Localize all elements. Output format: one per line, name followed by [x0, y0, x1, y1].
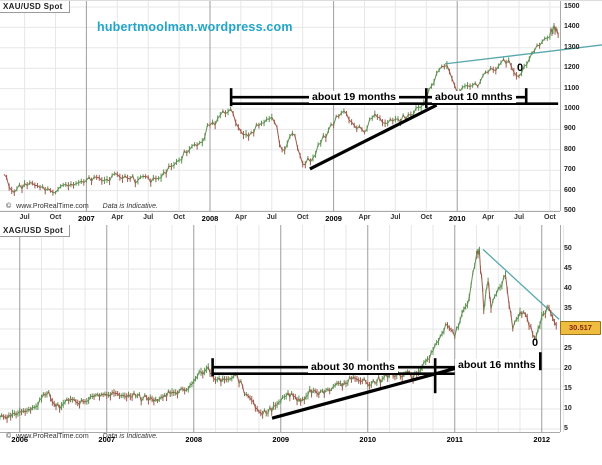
- y-tick-label: 700: [564, 166, 576, 173]
- x-tick-label: Jul: [261, 214, 283, 221]
- x-tick-label: 2009: [323, 214, 345, 223]
- y-tick-label: 15: [564, 385, 572, 392]
- gold-zero-marker: 0: [517, 62, 523, 74]
- x-tick-label: Oct: [292, 214, 314, 221]
- gold-span1-label: about 19 months: [309, 91, 399, 103]
- x-tick-label: Apr: [354, 214, 376, 221]
- x-tick-label: Apr: [230, 214, 252, 221]
- x-tick-label: 2008: [183, 435, 205, 444]
- y-tick-label: 20: [564, 365, 572, 372]
- copyright-icon: ©: [6, 203, 11, 210]
- x-tick-label: 2010: [357, 435, 379, 444]
- y-tick-label: 500: [564, 207, 576, 214]
- silver-chart-title: XAG/USD Spot: [0, 225, 70, 237]
- silver-span1-label: about 30 months: [308, 361, 398, 373]
- disclaimer-text: Data is Indicative.: [103, 203, 158, 210]
- x-tick-label: 2010: [446, 214, 468, 223]
- y-tick-label: 25: [564, 345, 572, 352]
- y-tick-label: 10: [564, 405, 572, 412]
- y-tick-label: 600: [564, 187, 576, 194]
- last-price-tag: 30.517: [560, 321, 601, 335]
- x-tick-label: Jul: [14, 214, 36, 221]
- x-tick-label: 2006: [9, 435, 31, 444]
- y-tick-label: 1400: [564, 23, 580, 30]
- y-tick-label: 800: [564, 146, 576, 153]
- y-tick-label: 1300: [564, 44, 580, 51]
- x-tick-label: Jul: [137, 214, 159, 221]
- x-tick-label: 2009: [270, 435, 292, 444]
- x-tick-label: Oct: [415, 214, 437, 221]
- x-tick-label: Jul: [384, 214, 406, 221]
- y-tick-label: 1200: [564, 64, 580, 71]
- x-tick-label: Apr: [477, 214, 499, 221]
- gold-copyright: © www.ProRealTime.com Data is Indicative.: [6, 203, 158, 210]
- y-tick-label: 1500: [564, 3, 580, 10]
- y-tick-label: 1100: [564, 85, 579, 92]
- x-tick-label: Jul: [508, 214, 530, 221]
- y-tick-label: 50: [564, 245, 572, 252]
- y-tick-label: 5: [564, 425, 568, 432]
- gold-span2-label: about 10 mnths: [432, 91, 516, 103]
- x-tick-label: Apr: [106, 214, 128, 221]
- x-tick-label: 2012: [531, 435, 553, 444]
- x-tick-label: Oct: [168, 214, 190, 221]
- x-tick-label: 2011: [444, 435, 466, 444]
- silver-zero-marker: 0: [532, 337, 538, 349]
- copyright-text: www.ProRealTime.com: [16, 203, 88, 210]
- x-tick-label: 2008: [199, 214, 221, 223]
- y-tick-label: 900: [564, 125, 576, 132]
- y-tick-label: 35: [564, 305, 572, 312]
- x-tick-label: Oct: [45, 214, 67, 221]
- y-tick-label: 45: [564, 265, 572, 272]
- x-tick-label: 2007: [75, 214, 97, 223]
- y-tick-label: 1000: [564, 105, 580, 112]
- x-tick-label: Oct: [539, 214, 561, 221]
- x-tick-label: 2007: [96, 435, 118, 444]
- watermark-text: hubertmoolman.wordpress.com: [97, 20, 293, 34]
- silver-span2-label: about 16 mnths: [455, 359, 539, 371]
- gold-chart-title: XAU/USD Spot: [0, 1, 70, 13]
- y-tick-label: 40: [564, 285, 572, 292]
